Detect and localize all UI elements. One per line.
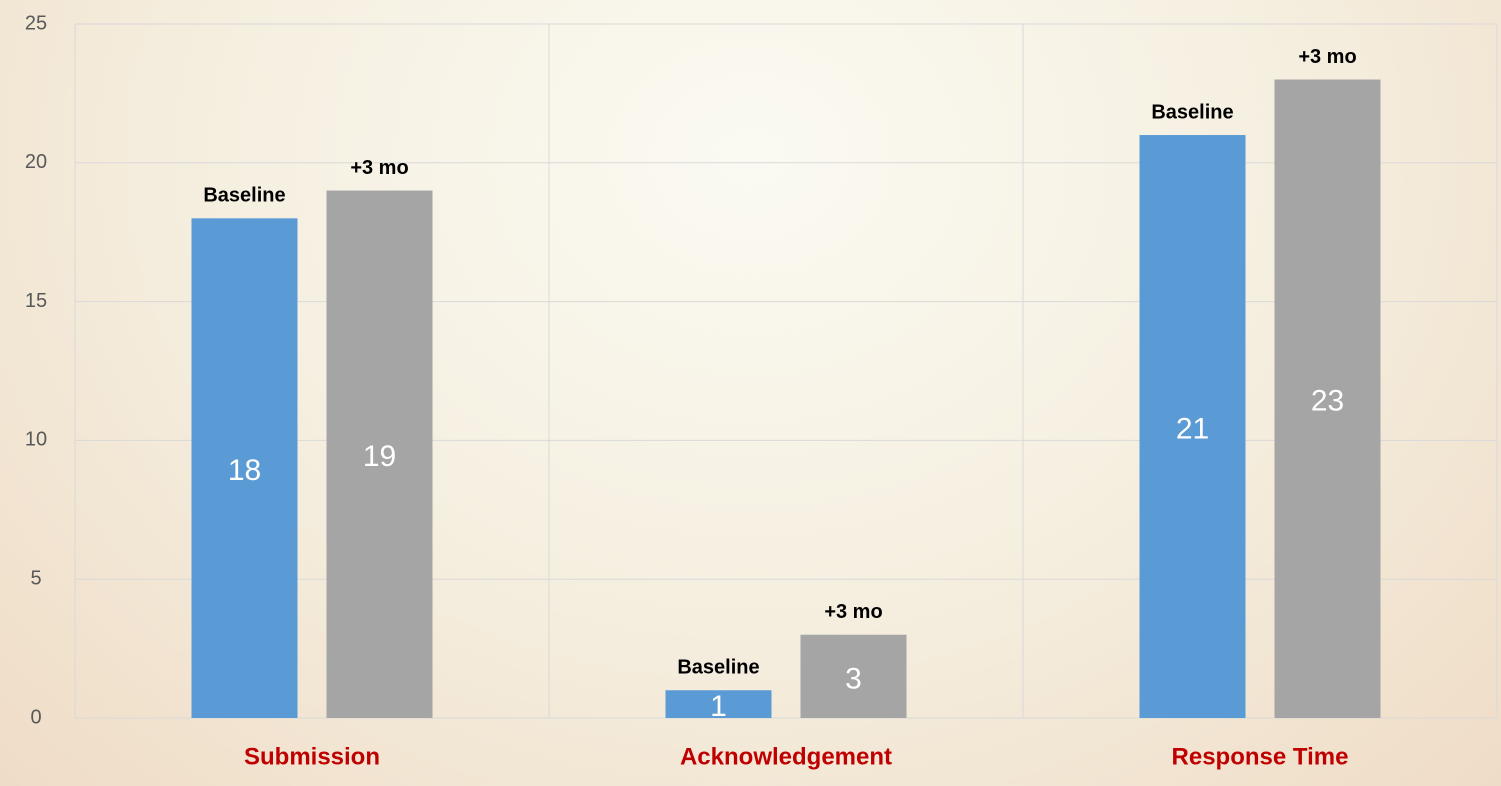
- bar: [326, 190, 433, 718]
- value-label: 23: [1311, 385, 1344, 418]
- series-label: Baseline: [677, 657, 759, 679]
- value-label: 19: [363, 440, 396, 473]
- series-label: +3 mo: [824, 601, 882, 623]
- x-tick-label: Submission: [244, 743, 380, 770]
- bar: [1274, 79, 1381, 718]
- bar: [665, 690, 772, 718]
- value-label: 3: [845, 662, 862, 695]
- series-label: +3 mo: [1298, 46, 1356, 68]
- y-tick-label: 25: [25, 12, 47, 34]
- y-tick-label: 5: [30, 567, 41, 589]
- series-label: Baseline: [1151, 101, 1233, 123]
- y-tick-label: 15: [25, 290, 47, 312]
- y-tick-label: 10: [25, 429, 47, 451]
- value-label: 1: [710, 690, 727, 723]
- y-tick-label: 0: [30, 706, 41, 728]
- value-label: 21: [1176, 412, 1209, 445]
- y-tick-label: 20: [25, 151, 47, 173]
- bar: [1139, 135, 1246, 719]
- series-label: +3 mo: [350, 157, 408, 179]
- x-tick-label: Acknowledgement: [680, 743, 892, 770]
- x-tick-label: Response Time: [1172, 743, 1349, 770]
- bar: [191, 218, 298, 718]
- value-label: 18: [228, 454, 261, 487]
- series-label: Baseline: [203, 185, 285, 207]
- bar: [800, 634, 907, 718]
